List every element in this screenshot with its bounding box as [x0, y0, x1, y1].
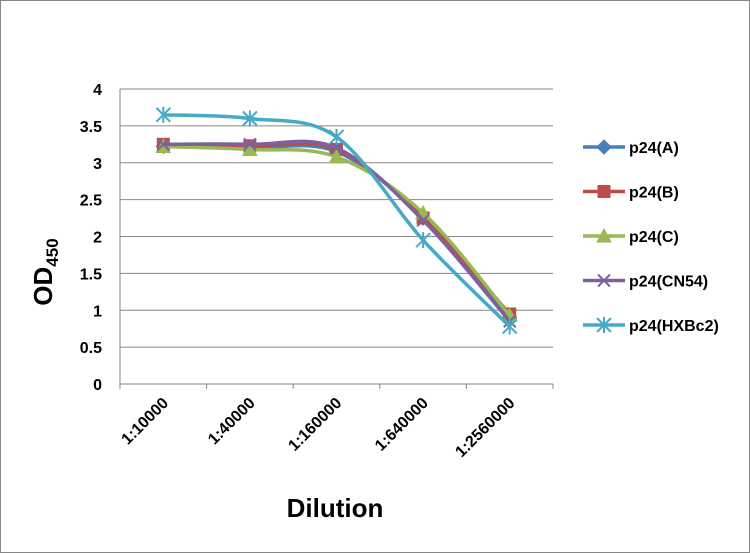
data-point [329, 141, 344, 155]
legend-entry: p24(HXBc2) [583, 317, 719, 335]
legend-marker [596, 317, 612, 333]
data-point [416, 213, 430, 227]
y-tick-label: 1 [93, 303, 102, 320]
legend-marker [596, 227, 612, 243]
y-tick-label: 0.5 [80, 340, 102, 357]
series-line [163, 139, 512, 323]
grid-lines [119, 88, 554, 389]
x-tick-label: 1:2560000 [452, 395, 518, 461]
series-line [163, 143, 512, 319]
x-tick-labels: 1:10000 1:40000 1:160000 1:640000 1:2560000 [119, 395, 519, 461]
legend-label: p24(C) [629, 229, 679, 246]
data-point [243, 137, 257, 152]
legend-label: p24(CN54) [629, 274, 708, 291]
data-point [328, 128, 345, 145]
series-line [163, 141, 511, 316]
data-point [242, 110, 258, 127]
series-line [163, 113, 511, 328]
legend-label: p24(HXBc2) [629, 318, 719, 335]
legend-label: p24(A) [629, 140, 679, 157]
x-tick-label: 1:640000 [372, 395, 432, 455]
y-tick-labels: 0 0.5 1 1.5 2 2.5 3 3.5 4 [80, 82, 102, 394]
series-p24(HXBc2) [155, 106, 518, 335]
data-point [415, 232, 431, 249]
series-p24(C) [155, 138, 518, 322]
data-point [156, 137, 171, 152]
legend-marker [596, 139, 612, 155]
legend: p24(A) p24(B) p24(C) p24(CN54) p24(HXBc2) [583, 139, 719, 335]
y-tick-label: 3 [93, 156, 102, 173]
series-p24(CN54) [156, 137, 517, 329]
y-tick-label: 2 [93, 230, 102, 247]
legend-marker [597, 185, 611, 198]
data-point [501, 318, 518, 335]
series-p24(B) [156, 137, 517, 321]
x-axis-title: Dilution [287, 493, 384, 523]
x-tick-label: 1:10000 [119, 395, 173, 449]
legend-marker [597, 273, 611, 288]
data-point [155, 106, 172, 123]
series-lines [155, 106, 518, 335]
legend-label: p24(B) [629, 185, 679, 202]
legend-entry: p24(C) [583, 227, 679, 246]
data-point [328, 148, 345, 164]
x-tick-label: 1:40000 [205, 395, 259, 449]
legend-entry: p24(B) [583, 185, 679, 202]
legend-entry: p24(CN54) [583, 274, 708, 291]
series-line [163, 144, 512, 317]
y-tick-label: 3.5 [80, 119, 102, 136]
y-tick-label: 2.5 [80, 193, 102, 210]
y-axis-title: OD450 [28, 238, 62, 305]
y-tick-label: 0 [93, 377, 102, 394]
y-tick-label: 1.5 [80, 266, 102, 283]
y-tick-label: 4 [93, 82, 102, 99]
x-tick-label: 1:160000 [285, 395, 345, 455]
legend-entry: p24(A) [583, 139, 679, 157]
series-p24(A) [155, 138, 518, 326]
